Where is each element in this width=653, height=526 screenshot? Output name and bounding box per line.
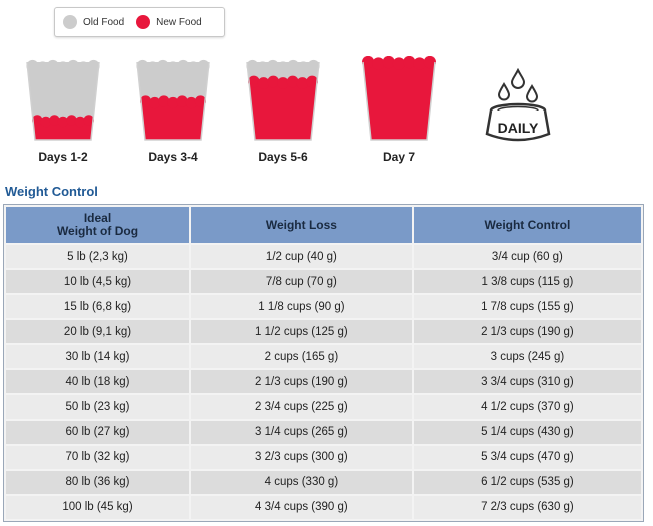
table-row: 70 lb (32 kg) 3 2/3 cups (300 g) 5 3/4 cup… [6, 445, 641, 469]
cell-weight-control: 5 1/4 cups (430 g) [413, 420, 641, 444]
table-row: 80 lb (36 kg) 4 cups (330 g) 6 1/2 cups (5… [6, 470, 641, 494]
feeding-table: Ideal Weight of Dog Weight Loss Weight C… [3, 204, 644, 522]
table-row: 15 lb (6,8 kg) 1 1/8 cups (90 g) 1 7/8 cup… [6, 295, 641, 319]
cell-weight-loss: 1/2 cup (40 g) [190, 245, 412, 269]
water-bowl-icon: DAILY [482, 67, 554, 153]
cell-weight-control: 3/4 cup (60 g) [413, 245, 641, 269]
section-title: Weight Control [5, 184, 98, 199]
table-row: 100 lb (45 kg) 4 3/4 cups (390 g) 7 2/3 cu… [6, 495, 641, 519]
header-weight-loss: Weight Loss [190, 207, 412, 243]
cell-weight-control: 3 cups (245 g) [413, 345, 641, 369]
cup-days-1-2 [25, 56, 101, 144]
food-cup-icon [246, 59, 320, 141]
cup-label-day-7: Day 7 [382, 150, 416, 164]
cell-ideal-weight: 20 lb (9,1 kg) [6, 320, 189, 344]
cell-weight-loss: 1 1/8 cups (90 g) [190, 295, 412, 319]
cell-weight-control: 1 7/8 cups (155 g) [413, 295, 641, 319]
table-body: 5 lb (2,3 kg) 1/2 cup (40 g) 3/4 cup (60 g… [6, 245, 641, 519]
table-row: 60 lb (27 kg) 3 1/4 cups (265 g) 5 1/4 cup… [6, 420, 641, 444]
table-row: 30 lb (14 kg) 2 cups (165 g) 3 cups (245 g… [6, 345, 641, 369]
cup-label-days-3-4: Days 3-4 [148, 150, 198, 164]
feeding-table-grid: Ideal Weight of Dog Weight Loss Weight C… [4, 205, 643, 521]
cell-weight-control: 2 1/3 cups (190 g) [413, 320, 641, 344]
legend-label-new-food: New Food [156, 16, 202, 28]
cup-day-7 [361, 56, 437, 144]
cell-weight-loss: 3 2/3 cups (300 g) [190, 445, 412, 469]
cell-weight-control: 1 3/8 cups (115 g) [413, 270, 641, 294]
legend-item-new-food: New Food [136, 15, 202, 29]
cell-ideal-weight: 50 lb (23 kg) [6, 395, 189, 419]
cell-weight-control: 3 3/4 cups (310 g) [413, 370, 641, 394]
food-legend: Old Food New Food [54, 7, 225, 37]
cup-label-days-5-6: Days 5-6 [258, 150, 308, 164]
cell-ideal-weight: 80 lb (36 kg) [6, 470, 189, 494]
daily-label: DAILY [498, 120, 539, 136]
cell-weight-loss: 1 1/2 cups (125 g) [190, 320, 412, 344]
food-cup-icon [362, 56, 436, 141]
cup-days-5-6 [245, 56, 321, 144]
old-food-swatch [63, 15, 77, 29]
food-cup-icon [136, 59, 210, 141]
cell-ideal-weight: 15 lb (6,8 kg) [6, 295, 189, 319]
table-row: 50 lb (23 kg) 2 3/4 cups (225 g) 4 1/2 cup… [6, 395, 641, 419]
cup-label-days-1-2: Days 1-2 [38, 150, 88, 164]
table-row: 5 lb (2,3 kg) 1/2 cup (40 g) 3/4 cup (60 g… [6, 245, 641, 269]
legend-item-old-food: Old Food [63, 15, 124, 29]
cell-ideal-weight: 30 lb (14 kg) [6, 345, 189, 369]
cell-weight-control: 7 2/3 cups (630 g) [413, 495, 641, 519]
legend-label-old-food: Old Food [83, 16, 125, 28]
table-row: 20 lb (9,1 kg) 1 1/2 cups (125 g) 2 1/3 cu… [6, 320, 641, 344]
cell-weight-loss: 2 3/4 cups (225 g) [190, 395, 412, 419]
table-row: 10 lb (4,5 kg) 7/8 cup (70 g) 1 3/8 cups (… [6, 270, 641, 294]
cell-weight-loss: 2 1/3 cups (190 g) [190, 370, 412, 394]
cell-weight-loss: 4 cups (330 g) [190, 470, 412, 494]
header-ideal-weight: Ideal Weight of Dog [6, 207, 189, 243]
cell-weight-loss: 2 cups (165 g) [190, 345, 412, 369]
food-cup-icon [26, 59, 100, 141]
cell-ideal-weight: 10 lb (4,5 kg) [6, 270, 189, 294]
cell-ideal-weight: 60 lb (27 kg) [6, 420, 189, 444]
header-weight-control: Weight Control [413, 207, 641, 243]
table-row: 40 lb (18 kg) 2 1/3 cups (190 g) 3 3/4 cup… [6, 370, 641, 394]
cell-weight-loss: 4 3/4 cups (390 g) [190, 495, 412, 519]
cell-ideal-weight: 5 lb (2,3 kg) [6, 245, 189, 269]
header-ideal-weight-label: Ideal Weight of Dog [56, 211, 139, 238]
cell-weight-loss: 7/8 cup (70 g) [190, 270, 412, 294]
cell-ideal-weight: 70 lb (32 kg) [6, 445, 189, 469]
cell-weight-control: 4 1/2 cups (370 g) [413, 395, 641, 419]
new-food-swatch [136, 15, 151, 29]
cell-weight-control: 6 1/2 cups (535 g) [413, 470, 641, 494]
cell-weight-loss: 3 1/4 cups (265 g) [190, 420, 412, 444]
cell-ideal-weight: 100 lb (45 kg) [6, 495, 189, 519]
cell-ideal-weight: 40 lb (18 kg) [6, 370, 189, 394]
cup-days-3-4 [135, 56, 211, 144]
cell-weight-control: 5 3/4 cups (470 g) [413, 445, 641, 469]
table-header-row: Ideal Weight of Dog Weight Loss Weight C… [6, 207, 641, 243]
